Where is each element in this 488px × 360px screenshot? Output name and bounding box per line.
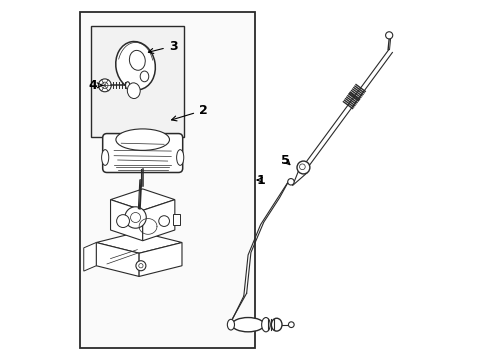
Polygon shape [83, 243, 96, 271]
Bar [173, 214, 180, 225]
Circle shape [288, 322, 294, 328]
Polygon shape [139, 243, 182, 276]
Polygon shape [96, 232, 182, 253]
Circle shape [130, 212, 140, 222]
Ellipse shape [271, 318, 282, 331]
Ellipse shape [227, 319, 234, 330]
Ellipse shape [176, 150, 183, 165]
Circle shape [124, 207, 146, 228]
Polygon shape [110, 189, 175, 210]
Circle shape [116, 215, 129, 228]
Ellipse shape [98, 79, 111, 92]
Ellipse shape [102, 150, 108, 165]
Text: 3: 3 [148, 40, 177, 53]
Circle shape [159, 216, 169, 226]
Ellipse shape [129, 50, 145, 70]
FancyBboxPatch shape [102, 134, 183, 172]
Text: 4: 4 [88, 79, 102, 92]
Ellipse shape [125, 82, 130, 89]
Circle shape [287, 179, 294, 185]
Polygon shape [142, 200, 175, 241]
Text: 1: 1 [256, 174, 264, 186]
Circle shape [385, 32, 392, 39]
Circle shape [296, 161, 309, 174]
Circle shape [139, 264, 143, 268]
Ellipse shape [261, 318, 270, 332]
Polygon shape [110, 200, 142, 241]
Ellipse shape [116, 129, 169, 150]
Text: 5: 5 [281, 154, 289, 167]
Bar [80, 12, 255, 348]
Text: 2: 2 [171, 104, 207, 121]
Ellipse shape [140, 71, 148, 82]
Polygon shape [96, 243, 139, 276]
Ellipse shape [231, 318, 264, 332]
Bar [91, 26, 183, 137]
Circle shape [136, 261, 145, 271]
Ellipse shape [102, 82, 108, 89]
Ellipse shape [127, 83, 140, 99]
Ellipse shape [116, 41, 155, 90]
Circle shape [299, 164, 305, 170]
